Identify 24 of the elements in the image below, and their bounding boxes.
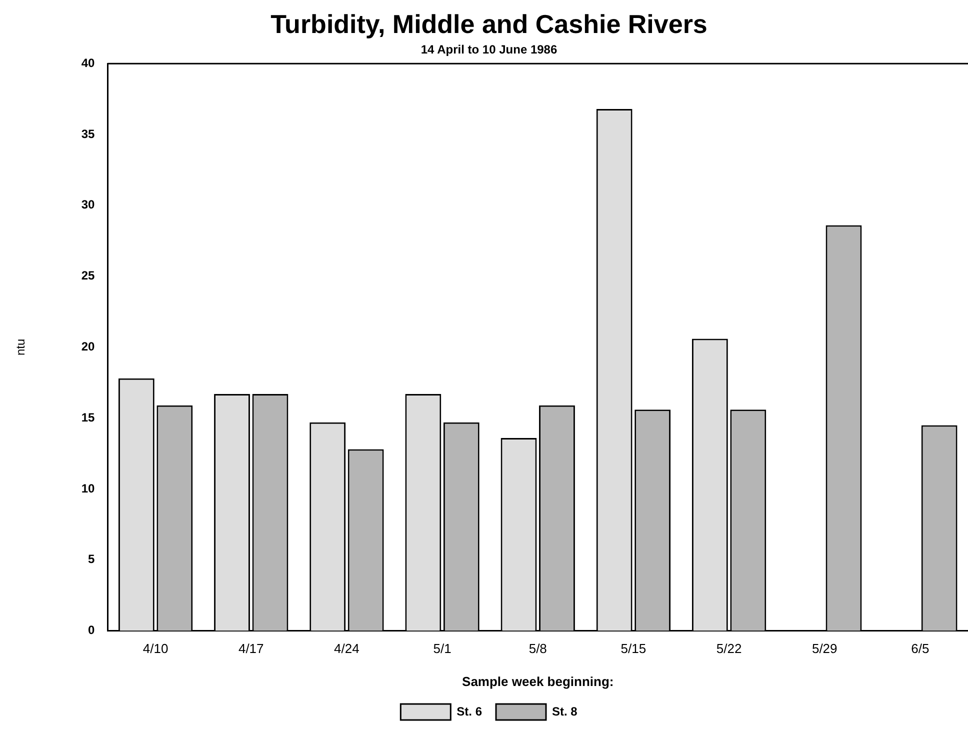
y-axis-title: ntu xyxy=(14,338,28,356)
y-tick-label: 20 xyxy=(81,340,96,354)
y-tick-label: 15 xyxy=(81,410,96,424)
x-tick-label: 4/10 xyxy=(142,641,168,656)
legend-label: St. 8 xyxy=(552,704,578,718)
x-tick-label: 4/24 xyxy=(334,641,360,656)
x-axis-title: Sample week beginning: xyxy=(462,674,614,689)
y-tick-label: 0 xyxy=(88,623,96,638)
chart-subtitle: 14 April to 10 June 1986 xyxy=(420,42,558,57)
chart-title: Turbidity, Middle and Cashie Rivers xyxy=(270,8,708,39)
x-tick-label: 5/29 xyxy=(812,641,838,656)
y-tick-label: 30 xyxy=(81,198,96,212)
y-tick-label: 5 xyxy=(88,552,96,566)
y-tick-label: 25 xyxy=(81,268,96,283)
x-tick-label: 4/17 xyxy=(238,641,264,656)
y-tick-label: 40 xyxy=(81,56,96,70)
x-tick-label: 5/8 xyxy=(528,641,547,656)
y-tick-label: 10 xyxy=(81,481,96,496)
x-tick-label: 6/5 xyxy=(911,641,930,656)
legend-label: St. 6 xyxy=(456,704,482,718)
y-tick-label: 35 xyxy=(81,126,96,141)
x-tick-label: 5/1 xyxy=(433,641,452,656)
x-tick-label: 5/22 xyxy=(716,641,742,656)
x-tick-label: 5/15 xyxy=(620,641,646,656)
